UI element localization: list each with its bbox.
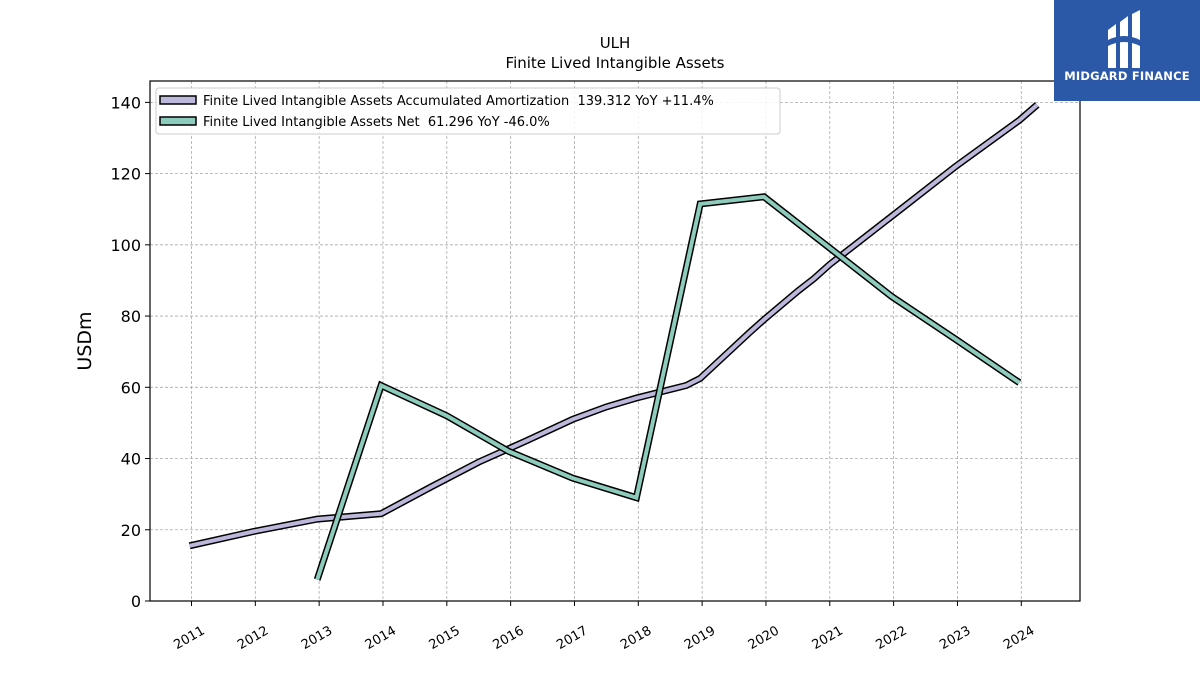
series-line-outline bbox=[188, 102, 1040, 550]
series-line bbox=[189, 103, 1039, 548]
y-axis-label: USDm bbox=[74, 311, 96, 370]
x-tick-label: 2011 bbox=[171, 623, 207, 653]
y-axis: 0 20 40 60 80 100 120 140 bbox=[110, 93, 150, 611]
y-tick-label: 40 bbox=[121, 450, 141, 469]
x-tick-label: 2023 bbox=[937, 623, 973, 653]
x-tick-label: 2019 bbox=[682, 623, 718, 653]
midgard-finance-logo: MIDGARD FINANCE bbox=[1054, 0, 1200, 101]
x-tick-label: 2014 bbox=[363, 623, 399, 653]
logo-text: MIDGARD FINANCE bbox=[1064, 69, 1190, 83]
logo-mark-icon bbox=[1108, 10, 1140, 68]
y-tick-label: 60 bbox=[121, 378, 141, 397]
y-tick-label: 120 bbox=[110, 165, 141, 184]
chart-subtitle: Finite Lived Intangible Assets bbox=[506, 54, 725, 72]
legend-swatch bbox=[159, 116, 197, 126]
x-axis: 2011 2012 2013 2014 2015 2016 2017 2018 2019 2020… bbox=[171, 601, 1037, 653]
x-tick-label: 2013 bbox=[299, 623, 335, 653]
legend-entry: Finite Lived Intangible Assets Net 61.29… bbox=[203, 115, 550, 130]
x-tick-label: 2018 bbox=[618, 623, 654, 653]
x-tick-label: 2016 bbox=[490, 623, 526, 653]
y-tick-label: 140 bbox=[110, 93, 141, 112]
series-line bbox=[315, 194, 1021, 581]
legend-box bbox=[155, 87, 781, 135]
y-tick-label: 20 bbox=[121, 521, 141, 540]
legend: Finite Lived Intangible Assets Accumulat… bbox=[155, 87, 781, 135]
y-tick-label: 0 bbox=[131, 592, 141, 611]
x-tick-label: 2017 bbox=[554, 623, 590, 653]
x-tick-label: 2024 bbox=[1001, 623, 1037, 653]
legend-entry: Finite Lived Intangible Assets Accumulat… bbox=[203, 94, 714, 109]
chart-title: ULH bbox=[600, 34, 631, 52]
x-tick-label: 2015 bbox=[427, 623, 463, 653]
y-tick-label: 80 bbox=[121, 307, 141, 326]
x-tick-label: 2020 bbox=[746, 623, 782, 653]
plot-area-frame bbox=[149, 80, 1081, 602]
x-tick-label: 2021 bbox=[810, 623, 846, 653]
legend-swatch bbox=[159, 95, 197, 105]
series-layer bbox=[188, 102, 1040, 581]
y-tick-label: 100 bbox=[110, 236, 141, 255]
x-tick-label: 2022 bbox=[873, 623, 909, 653]
x-tick-label: 2012 bbox=[235, 623, 271, 653]
